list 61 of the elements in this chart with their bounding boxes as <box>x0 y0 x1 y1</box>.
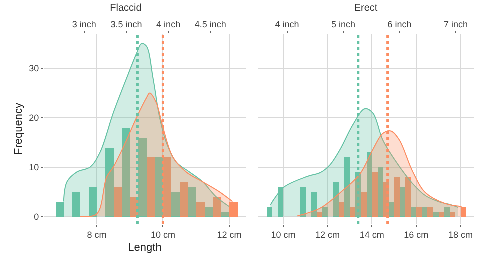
x2-tick-label: 5 inch <box>331 19 356 30</box>
y-tick-label: 30 <box>29 64 40 74</box>
bar <box>361 192 367 217</box>
x-tick-label: 18 cm <box>448 230 473 240</box>
bar <box>400 187 405 217</box>
bar <box>300 187 306 217</box>
bar <box>411 207 416 217</box>
bar <box>180 182 188 217</box>
x-tick-label: 12 cm <box>217 230 242 240</box>
bar <box>405 177 411 217</box>
bar <box>122 128 130 217</box>
bar <box>367 152 372 217</box>
bar <box>196 202 205 217</box>
bar <box>422 207 427 217</box>
bar <box>394 177 400 217</box>
bar <box>333 182 339 217</box>
y-tick-label: 0 <box>34 212 40 222</box>
y-tick-label: 10 <box>29 162 40 172</box>
bar <box>339 202 344 217</box>
bar <box>213 197 221 217</box>
x-tick-label: 14 cm <box>360 230 384 240</box>
x-tick-label: 10 cm <box>150 230 176 240</box>
x-tick-label: 8 cm <box>87 230 107 240</box>
x2-tick-label: 4 inch <box>275 19 300 30</box>
x-tick-label: 10 cm <box>271 230 296 240</box>
bar <box>89 187 97 217</box>
chart-title: Erect <box>354 2 378 14</box>
x-axis-title: Length <box>128 242 162 254</box>
bar <box>114 187 122 217</box>
bar <box>433 212 439 217</box>
bar <box>155 157 163 217</box>
x2-tick-label: 7 inch <box>444 19 468 30</box>
bar <box>350 207 355 217</box>
x2-tick-label: 6 inch <box>388 19 412 30</box>
bar <box>389 202 394 217</box>
x-tick-label: 12 cm <box>316 230 340 240</box>
bar <box>105 148 114 217</box>
bar <box>221 212 229 217</box>
bar <box>72 192 80 217</box>
bar <box>311 192 317 217</box>
bar <box>427 207 433 217</box>
bar <box>322 207 328 217</box>
y-tick-label: 20 <box>29 113 40 124</box>
bar <box>147 157 155 217</box>
x-tick-label: 16 cm <box>404 230 429 240</box>
bar <box>450 212 455 217</box>
bar <box>171 192 180 217</box>
bar <box>372 172 378 217</box>
bar <box>444 207 450 217</box>
x2-tick-label: 4 inch <box>156 19 181 30</box>
bar <box>416 207 422 217</box>
bar <box>188 187 196 217</box>
bar <box>378 167 383 217</box>
x2-tick-label: 3 inch <box>72 19 96 30</box>
x2-tick-label: 4.5 inch <box>194 19 226 30</box>
bar <box>205 207 213 217</box>
bar <box>344 157 350 217</box>
x2-tick-label: 3.5 inch <box>110 19 142 30</box>
chart-title: Flaccid <box>110 2 142 14</box>
y-axis-title: Frequency <box>12 102 25 155</box>
bar <box>439 212 444 217</box>
